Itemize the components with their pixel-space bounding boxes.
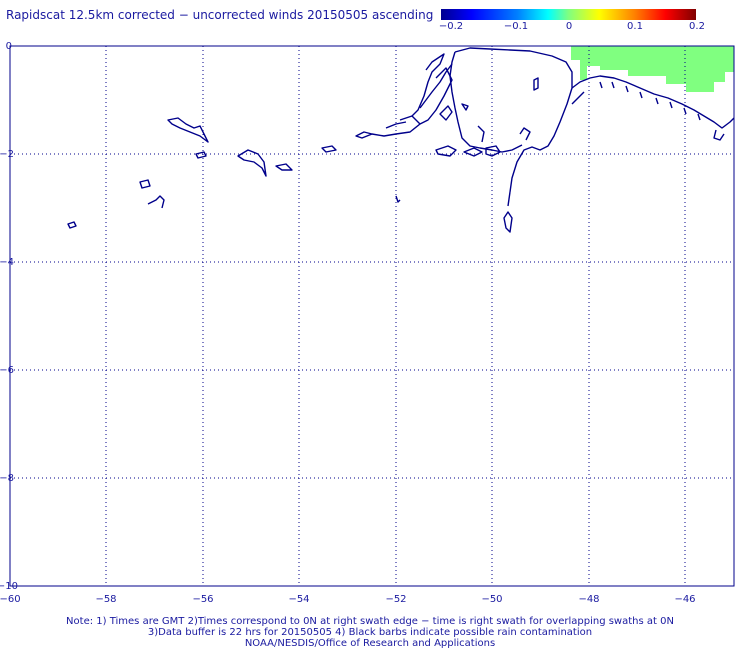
wind-swath bbox=[571, 46, 734, 92]
note-line-3: NOAA/NESDIS/Office of Research and Appli… bbox=[244, 638, 496, 649]
page-title: Rapidscat 12.5km corrected − uncorrected… bbox=[6, 8, 434, 22]
map-frame bbox=[9, 45, 735, 587]
colorbar-label: 0.2 bbox=[689, 21, 705, 32]
lon-tick-label: −58 bbox=[95, 594, 116, 605]
colorbar-label: 0 bbox=[565, 21, 573, 32]
grid bbox=[10, 46, 734, 586]
note-line-1: Note: 1) Times are GMT 2)Times correspon… bbox=[66, 616, 674, 627]
lat-tick-label: 0 bbox=[6, 41, 12, 52]
lat-tick-label: −10 bbox=[0, 581, 18, 592]
colorbar-label: 0.1 bbox=[627, 21, 643, 32]
lat-tick-label: −2 bbox=[0, 149, 14, 160]
lat-labels: 0 −2 −4 −6 −8 −10 bbox=[0, 41, 18, 592]
lon-labels: −60 −58 −56 −54 −52 −50 −48 −46 bbox=[0, 594, 696, 605]
note-line-2: 3)Data buffer is 22 hrs for 20150505 4) … bbox=[147, 627, 593, 638]
colorbar-label: −0.2 bbox=[438, 21, 464, 32]
lat-tick-label: −4 bbox=[0, 257, 14, 268]
lon-tick-label: −50 bbox=[481, 594, 502, 605]
lon-tick-label: −46 bbox=[674, 594, 695, 605]
lat-tick-label: −6 bbox=[0, 365, 14, 376]
colorbar bbox=[441, 9, 696, 20]
lon-tick-label: −54 bbox=[288, 594, 309, 605]
lon-tick-label: −52 bbox=[385, 594, 406, 605]
lon-tick-label: −48 bbox=[578, 594, 599, 605]
coastline bbox=[67, 47, 735, 233]
lon-tick-label: −60 bbox=[0, 594, 21, 605]
lon-tick-label: −56 bbox=[192, 594, 213, 605]
colorbar-label: −0.1 bbox=[503, 21, 529, 32]
lat-tick-label: −8 bbox=[0, 473, 14, 484]
